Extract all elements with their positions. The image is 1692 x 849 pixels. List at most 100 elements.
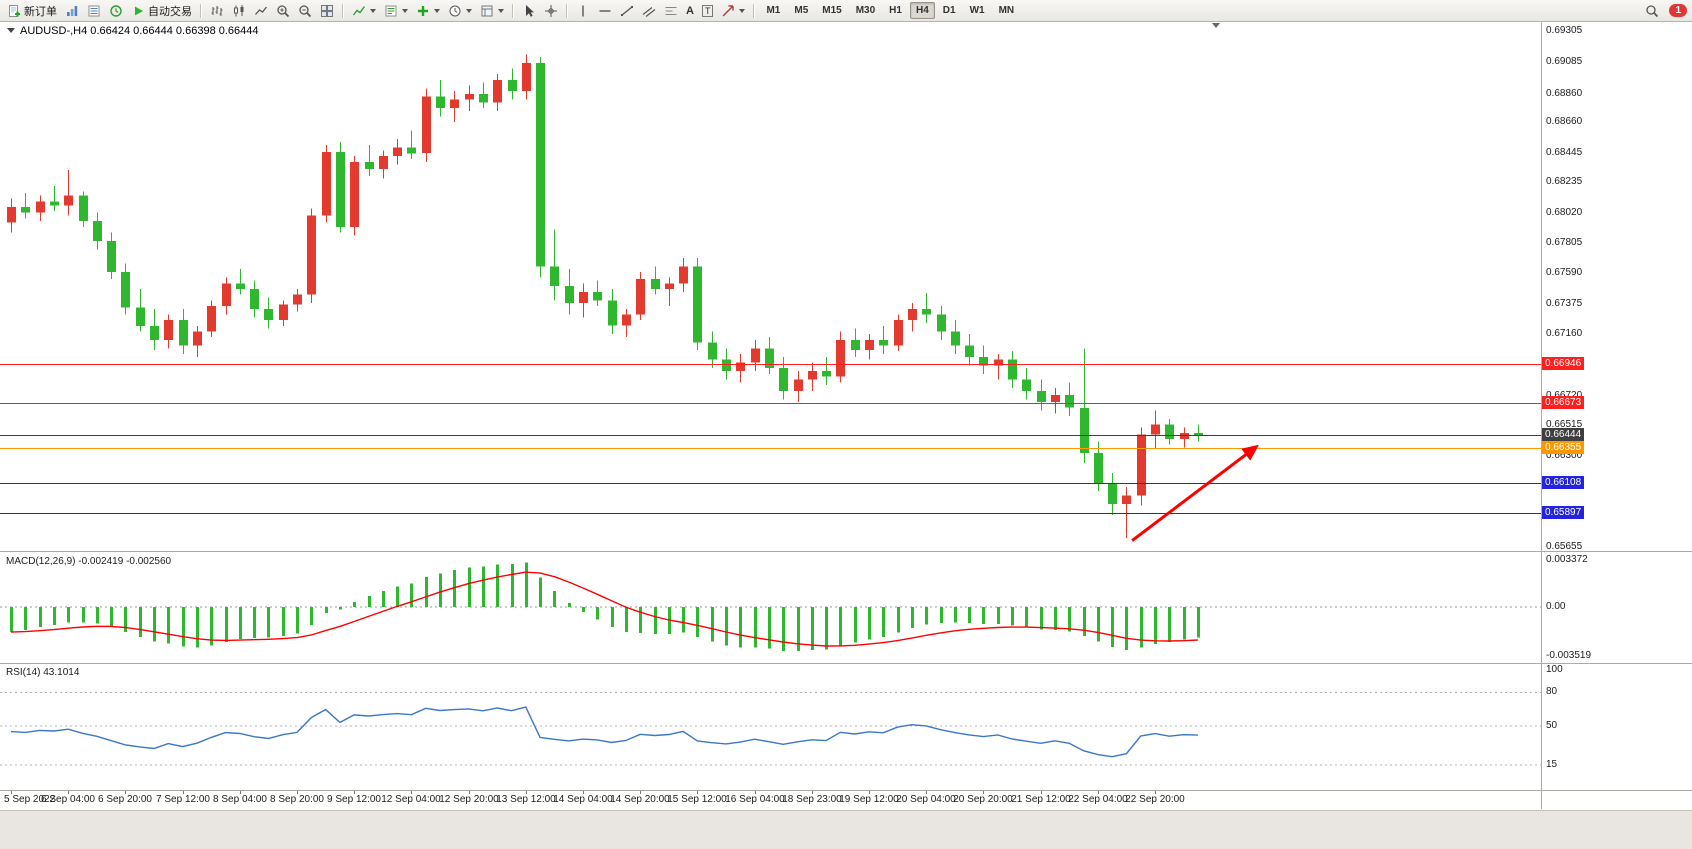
time-axis-label: 18 Sep 23:00	[782, 794, 842, 805]
time-axis-tick	[125, 791, 126, 794]
macd-scale-label: 0.00	[1546, 601, 1566, 612]
time-axis-tick	[411, 791, 412, 794]
timeframe-button-group: M1 M5 M15 M30 H1 H4 D1 W1 MN	[759, 2, 1021, 19]
new-order-icon	[9, 4, 20, 17]
line-chart-type-button[interactable]	[250, 2, 272, 20]
zoom-out-icon	[299, 4, 312, 17]
price-tick-label: 0.66515	[1546, 419, 1583, 431]
tile-windows-icon	[321, 4, 333, 17]
add-plus-icon	[418, 5, 428, 16]
charts-profile-button[interactable]	[61, 2, 83, 20]
arrows-tool-button[interactable]	[717, 2, 749, 20]
candlestick-chart-icon	[234, 4, 244, 16]
zoom-in-button[interactable]	[272, 2, 294, 20]
time-axis-tick	[812, 791, 813, 794]
autotrading-button[interactable]: 自动交易	[127, 2, 196, 20]
time-axis-label: 8 Sep 04:00	[213, 794, 267, 805]
line-chart-icon	[255, 6, 268, 15]
time-axis-tick	[240, 791, 241, 794]
time-axis-label: 8 Sep 20:00	[270, 794, 324, 805]
time-axis-label: 21 Sep 12:00	[1011, 794, 1071, 805]
data-window-button[interactable]	[83, 2, 105, 20]
trendline-tool-button[interactable]	[616, 2, 638, 20]
time-axis-label: 20 Sep 04:00	[896, 794, 956, 805]
text-label-tool-button[interactable]: T	[698, 2, 718, 20]
time-axis-tick	[926, 791, 927, 794]
chart-shift-marker[interactable]	[1212, 23, 1220, 28]
candlestick-chart-type-button[interactable]	[228, 2, 250, 20]
horizontal-line-icon	[599, 9, 611, 12]
vertical-line-tool-button[interactable]	[572, 2, 594, 20]
bar-chart-type-button[interactable]	[206, 2, 228, 20]
new-order-button[interactable]: 新订单	[3, 2, 61, 20]
panel-divider[interactable]	[0, 551, 1692, 552]
bars-chart-icon	[211, 5, 223, 16]
rsi-panel-canvas[interactable]	[0, 664, 1541, 790]
crosshair-tool-button[interactable]	[540, 2, 562, 20]
time-axis-label: 7 Sep 12:00	[156, 794, 210, 805]
toolbar-right-group: 1	[1641, 2, 1692, 20]
indicators-icon	[352, 5, 366, 15]
timeframe-button-m5[interactable]: M5	[788, 2, 814, 19]
timeframe-button-m30[interactable]: M30	[850, 2, 881, 19]
timeframe-button-h4[interactable]: H4	[909, 2, 935, 19]
main-chart-canvas[interactable]	[0, 21, 1541, 551]
timeframe-button-w1[interactable]: W1	[964, 2, 991, 19]
notification-badge[interactable]: 1	[1669, 4, 1687, 17]
timeframe-button-d1[interactable]: D1	[937, 2, 962, 19]
trend-arrow-object[interactable]	[1131, 444, 1259, 542]
autotrading-play-icon	[135, 6, 143, 15]
channel-tool-button[interactable]	[638, 2, 660, 20]
time-axis-label: 5 Sep 2022	[4, 794, 56, 805]
indicators-button[interactable]	[348, 2, 380, 20]
macd-scale-label: 0.003372	[1546, 554, 1588, 566]
price-tick-label: 0.68445	[1546, 146, 1583, 158]
time-axis-label: 16 Sep 04:00	[725, 794, 785, 805]
data-window-icon	[88, 5, 100, 16]
panel-divider[interactable]	[0, 790, 1692, 791]
search-button[interactable]	[1641, 2, 1663, 20]
time-axis-label: 14 Sep 20:00	[610, 794, 670, 805]
vertical-line-icon	[582, 5, 584, 16]
history-center-button[interactable]	[105, 2, 127, 20]
cursor-icon	[526, 4, 534, 17]
zoom-out-button[interactable]	[294, 2, 316, 20]
time-axis-tick	[1041, 791, 1042, 794]
macd-signal-line	[10, 571, 1198, 647]
panel-divider[interactable]	[0, 663, 1692, 664]
rsi-readout: RSI(14) 43.1014	[6, 667, 79, 678]
timeframe-button-h1[interactable]: H1	[883, 2, 908, 19]
price-tick-label: 0.68860	[1546, 87, 1583, 99]
add-indicator-button[interactable]	[412, 2, 444, 20]
price-level-badge: 0.65897	[1542, 505, 1585, 519]
clock-icon	[449, 5, 461, 16]
current-price-badge: 0.66444	[1542, 428, 1585, 442]
dropdown-caret-icon	[402, 8, 408, 13]
time-axis-label: 13 Sep 12:00	[496, 794, 556, 805]
new-order-label: 新订单	[24, 5, 57, 18]
fibonacci-tool-button[interactable]	[660, 2, 682, 20]
horizontal-line-tool-button[interactable]	[594, 2, 616, 20]
timeframe-button-m1[interactable]: M1	[760, 2, 786, 19]
price-tick-label: 0.66300	[1546, 449, 1583, 461]
templates-button[interactable]	[476, 2, 508, 20]
axis-separator	[1541, 21, 1542, 809]
time-axis-label: 6 Sep 04:00	[41, 794, 95, 805]
rsi-scale-label: 80	[1546, 686, 1558, 698]
price-level-badge: 0.66946	[1542, 357, 1585, 371]
timeframe-button-m15[interactable]: M15	[816, 2, 847, 19]
time-axis-tick	[983, 791, 984, 794]
time-axis-tick	[640, 791, 641, 794]
time-axis-tick	[183, 791, 184, 794]
timeframe-button-mn[interactable]: MN	[993, 2, 1021, 19]
macd-readout: MACD(12,26,9) -0.002419 -0.002560	[6, 556, 171, 567]
indicator-list-button[interactable]	[380, 2, 412, 20]
text-tool-button[interactable]: A	[682, 2, 698, 20]
one-click-trading-toggle-icon[interactable]	[7, 28, 15, 33]
trendline-icon	[621, 5, 633, 16]
periods-button[interactable]	[444, 2, 476, 20]
cursor-tool-button[interactable]	[518, 2, 540, 20]
tile-windows-button[interactable]	[316, 2, 338, 20]
macd-panel-canvas[interactable]	[0, 552, 1541, 663]
